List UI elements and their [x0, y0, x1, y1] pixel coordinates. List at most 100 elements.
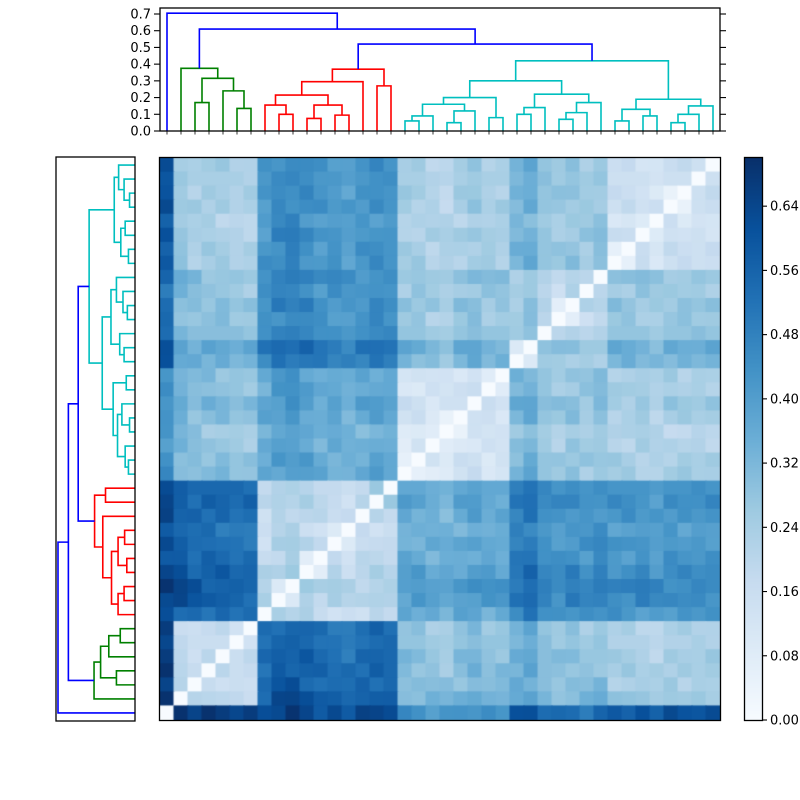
top-dendrogram-link [453, 110, 476, 131]
left-dendrogram-link [88, 209, 115, 364]
colorbar-gradient [745, 158, 762, 720]
left-dendrogram-link [93, 494, 106, 548]
y-axis-tick-label: 0.2 [130, 91, 151, 106]
y-axis-tick-label: 0.0 [130, 125, 151, 140]
left-dendrogram-link [57, 541, 135, 714]
left-dendrogram-link [124, 220, 135, 237]
left-dendrogram-link [125, 374, 135, 391]
top-dendrogram-link [278, 113, 294, 131]
top-dendrogram-link [565, 111, 588, 131]
left-dendrogram-link [115, 670, 135, 686]
left-dendrogram-link [113, 176, 121, 244]
left-dendrogram-link [99, 645, 117, 679]
top-dendrogram-link [300, 80, 364, 131]
y-axis-tick-label: 0.3 [130, 74, 151, 89]
colorbar-tick-label: 0.32 [770, 457, 799, 472]
top-dendrogram-link [442, 96, 497, 118]
top-dendrogram-link [236, 107, 252, 131]
top-dendrogram-link [306, 117, 322, 131]
colorbar-tick-label: 0.48 [770, 328, 799, 343]
left-dendrogram-link [120, 227, 129, 258]
left-dendrogram-link [118, 332, 135, 356]
top-dendrogram-link [558, 118, 574, 131]
top-dendrogram-link [621, 108, 651, 121]
left-dendrogram-link [126, 304, 135, 321]
top-dendrogram-link [635, 98, 702, 110]
top-dendrogram-link [514, 60, 670, 100]
colorbar-tick-label: 0.56 [770, 264, 799, 279]
top-dendrogram-link [687, 105, 714, 131]
top-dendrogram-link [166, 12, 339, 131]
top-dendrogram-link [468, 80, 563, 98]
left-dendrogram-link [117, 536, 127, 567]
left-dendrogram-link [110, 288, 120, 345]
y-axis-tick-label: 0.5 [130, 41, 151, 56]
y-axis-tick-label: 0.1 [130, 108, 151, 123]
top-dendrogram-link [411, 115, 434, 131]
top-dendrogram-link [331, 68, 385, 86]
top-dendrogram-link [264, 104, 287, 131]
top-dendrogram-link [404, 120, 420, 131]
top-dendrogram-link [180, 67, 219, 131]
left-dendrogram-link [124, 445, 135, 468]
y-axis-tick-label: 0.6 [130, 24, 151, 39]
top-dendrogram-link [523, 106, 546, 131]
top-dendrogram-link [201, 77, 235, 103]
top-dendrogram-link [334, 114, 350, 131]
left-dendrogram-link [128, 417, 135, 433]
left-dendrogram-link [67, 402, 95, 682]
colorbar-tick-label: 0.16 [770, 585, 799, 600]
left-dendrogram-link [117, 592, 135, 616]
left-dendrogram-link [123, 346, 135, 363]
left-dendrogram-link [127, 459, 135, 475]
left-dendrogram-link [117, 164, 135, 191]
y-axis-tick-label: 0.7 [130, 8, 151, 23]
left-dendrogram-link [119, 627, 135, 644]
left-dendrogram-frame [55, 156, 136, 722]
left-dendrogram-link [101, 515, 135, 579]
left-dendrogram-link [101, 316, 114, 410]
top-dendrogram-link [222, 90, 245, 131]
top-dendrogram-link [313, 104, 343, 119]
left-dendrogram-link [127, 248, 135, 265]
top-dendrogram-link [488, 116, 504, 131]
top-dendrogram-link [357, 43, 593, 70]
top-dendrogram-link [446, 121, 462, 131]
heatmap [160, 158, 720, 720]
left-dendrogram-link [112, 382, 127, 437]
left-dendrogram-link [93, 661, 135, 700]
left-dendrogram-link [123, 529, 135, 546]
left-dendrogram-link [123, 178, 135, 201]
colorbar-tick-label: 0.24 [770, 521, 799, 536]
colorbar-tick-label: 0.08 [770, 649, 799, 664]
top-dendrogram-link [642, 115, 658, 131]
top-dendrogram-link [614, 120, 630, 131]
left-dendrogram-link [110, 550, 119, 605]
y-axis-tick-label: 0.4 [130, 58, 151, 73]
left-dendrogram-link [107, 634, 135, 658]
top-dendrogram-link [677, 113, 700, 131]
top-dendrogram-frame [159, 7, 721, 132]
colorbar-tick-label: 0.40 [770, 392, 799, 407]
top-dendrogram-link [670, 121, 686, 131]
left-dendrogram-link [128, 192, 135, 208]
colorbar-tick-label: 0.00 [770, 714, 799, 729]
top-dendrogram-link [198, 28, 476, 69]
left-dendrogram-link [104, 487, 135, 504]
top-dendrogram-link [533, 93, 590, 108]
left-dendrogram-link [122, 290, 135, 314]
left-dendrogram-link [126, 557, 135, 574]
top-dendrogram-link [376, 85, 392, 131]
top-dendrogram-link [274, 94, 329, 106]
top-dendrogram-link [575, 101, 602, 131]
left-dendrogram-link [116, 413, 126, 458]
top-dendrogram-link [516, 113, 532, 131]
top-dendrogram-link [194, 101, 210, 131]
left-dendrogram-link [121, 403, 135, 426]
left-dendrogram-link [77, 285, 95, 522]
left-dendrogram-link [123, 585, 135, 602]
left-dendrogram-link [115, 276, 135, 303]
top-dendrogram-link [421, 103, 466, 116]
colorbar-tick-label: 0.64 [770, 200, 799, 215]
